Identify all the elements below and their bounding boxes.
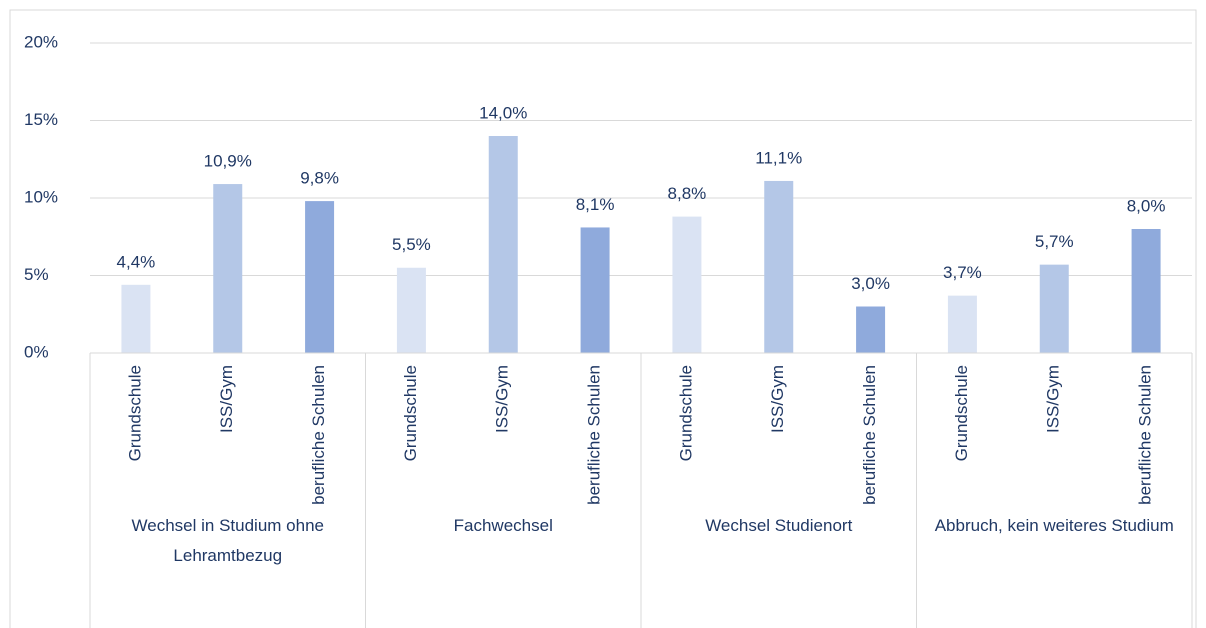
bar <box>396 267 426 353</box>
x-category-label-box: Fachwechsel <box>453 516 553 535</box>
x-subcategory-label: Grundschule <box>952 365 971 461</box>
x-category-label: Fachwechsel <box>453 516 553 535</box>
value-label: 8,8% <box>668 184 707 203</box>
x-subcategory-label: Grundschule <box>676 365 695 461</box>
value-label: 8,1% <box>576 195 615 214</box>
bar <box>1039 264 1069 353</box>
x-category-label: Abbruch, kein weiteres Studium <box>934 516 1174 535</box>
bar <box>305 201 335 353</box>
bar <box>121 284 151 353</box>
x-subcategory-label: berufliche Schulen <box>585 365 604 505</box>
value-label: 11,1% <box>755 148 802 167</box>
x-subcategory-label: berufliche Schulen <box>309 365 328 505</box>
bar <box>1131 229 1161 353</box>
chart-frame <box>9 9 1197 628</box>
y-tick-label: 5% <box>24 265 49 284</box>
x-subcategory-label: berufliche Schulen <box>1136 365 1155 505</box>
x-category-label-box: Wechsel in Studium ohne Lehramtbezug <box>131 516 324 565</box>
x-category-label: Wechsel in Studium ohne Lehramtbezug <box>131 516 324 565</box>
value-label: 8,0% <box>1127 196 1166 215</box>
y-tick-label: 15% <box>24 110 58 129</box>
y-tick-label: 10% <box>24 187 58 206</box>
bar <box>947 295 977 353</box>
x-subcategory-label: Grundschule <box>401 365 420 461</box>
value-label: 3,0% <box>851 274 890 293</box>
bar <box>213 184 243 353</box>
x-subcategory-label: Grundschule <box>125 365 144 461</box>
bar <box>856 306 886 353</box>
x-category-label-box: Abbruch, kein weiteres Studium <box>934 516 1174 535</box>
bar <box>672 216 702 353</box>
value-label: 10,9% <box>204 152 252 171</box>
x-subcategory-label: ISS/Gym <box>1044 365 1063 433</box>
value-label: 4,4% <box>117 252 156 271</box>
bar <box>580 227 610 353</box>
x-subcategory-label: ISS/Gym <box>768 365 787 433</box>
y-tick-label: 0% <box>24 342 49 361</box>
bar <box>488 136 518 353</box>
x-category-label: Wechsel Studienort <box>705 516 853 535</box>
y-tick-label: 20% <box>24 32 58 51</box>
x-subcategory-label: berufliche Schulen <box>860 365 879 505</box>
bar <box>764 180 794 353</box>
value-label: 3,7% <box>943 263 982 282</box>
value-label: 9,8% <box>300 169 339 188</box>
value-label: 14,0% <box>479 103 527 122</box>
x-subcategory-label: ISS/Gym <box>217 365 236 433</box>
value-label: 5,5% <box>392 235 431 254</box>
value-label: 5,7% <box>1035 232 1074 251</box>
x-subcategory-label: ISS/Gym <box>493 365 512 433</box>
x-category-label-box: Wechsel Studienort <box>705 516 853 535</box>
